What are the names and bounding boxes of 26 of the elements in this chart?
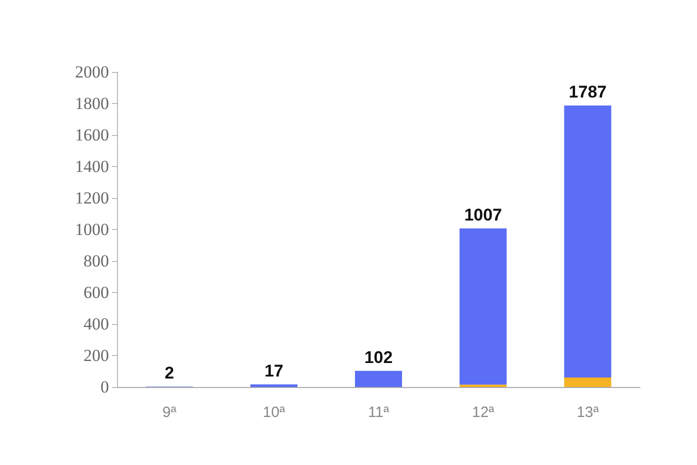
- total-label: 102: [364, 348, 393, 367]
- y-tick-label: 1400: [75, 157, 109, 176]
- total-label: 2: [164, 364, 174, 383]
- y-tick-label: 800: [84, 252, 109, 270]
- y-tick-label: 600: [84, 283, 109, 302]
- y-tick-label: 1800: [75, 94, 109, 113]
- y-tick-label: 0: [100, 378, 109, 396]
- y-tick-label: 1600: [75, 126, 109, 144]
- total-label: 1007: [464, 205, 502, 224]
- bar: [564, 378, 612, 387]
- total-label: 1787: [568, 82, 607, 102]
- x-tick-label: 9ª: [162, 404, 177, 421]
- y-tick-label: 1200: [75, 188, 109, 208]
- y-tick-label: 200: [84, 346, 109, 365]
- bar: [460, 228, 507, 385]
- y-tick-label: 400: [84, 314, 109, 334]
- bar: [354, 370, 402, 387]
- x-tick-label: 10ª: [262, 404, 286, 421]
- total-label: 17: [264, 361, 284, 380]
- x-tick-label: 13ª: [576, 404, 600, 421]
- y-tick-label: 2000: [75, 62, 109, 82]
- y-tick-label: 1000: [75, 220, 109, 239]
- bar: [564, 106, 612, 378]
- x-tick-label: 12ª: [472, 404, 495, 421]
- x-tick-label: 11ª: [368, 404, 390, 421]
- bar: [250, 384, 298, 387]
